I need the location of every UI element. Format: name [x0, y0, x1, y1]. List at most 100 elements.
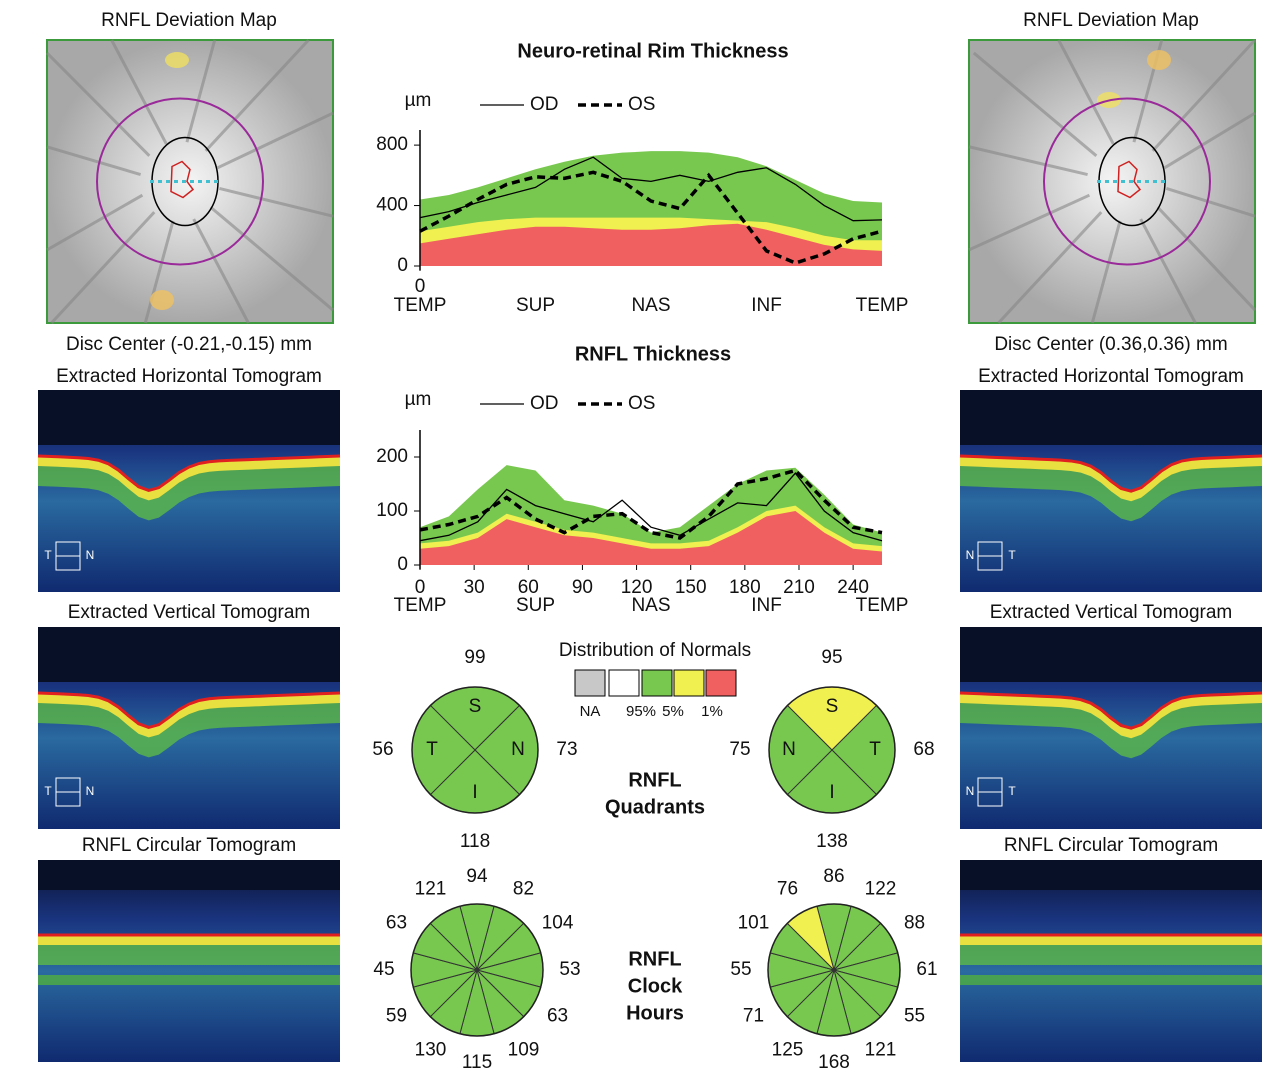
orientation-label: T [44, 548, 52, 562]
orientation-label: N [966, 548, 975, 562]
panel-title: RNFL Deviation Map [101, 10, 277, 31]
panel-title: RNFL Circular Tomogram [82, 835, 296, 856]
panel-title: RNFL Deviation Map [1023, 10, 1199, 31]
y-tick-label: 100 [376, 500, 408, 521]
panel-title: RNFL Circular Tomogram [1004, 835, 1218, 856]
quadrant-title: RNFL [628, 769, 681, 791]
sector-value: 125 [772, 1040, 804, 1061]
x-tick-label: 0 [415, 276, 426, 297]
sector-value: 55 [730, 959, 751, 980]
tomogram [38, 627, 340, 829]
x-region-label: TEMP [856, 595, 909, 616]
sector-value: 75 [729, 739, 750, 760]
tomogram [960, 390, 1262, 592]
normal-swatch [674, 670, 704, 696]
sector-label: S [826, 696, 839, 717]
orientation-label: N [86, 784, 95, 798]
tomogram-top [38, 390, 340, 445]
sector-value: 109 [508, 1040, 540, 1061]
legend-label: OD [530, 393, 559, 414]
sector-value: 59 [386, 1006, 407, 1027]
sector-value: 101 [738, 913, 770, 934]
sector-value: 56 [372, 739, 393, 760]
chart-title: Neuro-retinal Rim Thickness [517, 40, 788, 62]
deviation-spot [1147, 50, 1171, 70]
sector-value: 68 [913, 739, 934, 760]
sector-value: 94 [466, 866, 488, 887]
y-tick-label: 0 [397, 554, 408, 575]
x-tick-label: 90 [572, 577, 593, 598]
sector-value: 121 [415, 878, 447, 899]
sector-value: 138 [816, 831, 848, 852]
sector-value: 88 [904, 913, 925, 934]
x-region-label: SUP [516, 295, 555, 316]
sector-value: 115 [462, 1052, 492, 1073]
y-tick-label: 400 [376, 195, 408, 216]
y-axis-label: µm [405, 389, 432, 410]
legend-label: OS [628, 94, 655, 115]
sector-value: 53 [559, 959, 580, 980]
tomogram-top [960, 860, 1262, 890]
x-region-label: TEMP [394, 295, 447, 316]
y-axis-label: µm [405, 90, 432, 111]
tomogram [960, 860, 1262, 1062]
normal-swatch [575, 670, 605, 696]
tomogram-top [38, 627, 340, 682]
clock-title: Hours [626, 1002, 684, 1024]
orientation-label: N [86, 548, 95, 562]
sector-label: T [869, 739, 881, 760]
tomogram-top [960, 627, 1262, 682]
x-region-label: NAS [631, 595, 670, 616]
sector-label: N [782, 739, 796, 760]
normal-label: 1% [701, 703, 723, 720]
x-region-label: INF [751, 295, 782, 316]
fundus-image [969, 40, 1255, 323]
sector-value: 71 [743, 1006, 764, 1027]
chart-title: RNFL Thickness [575, 343, 731, 365]
x-region-label: INF [751, 595, 782, 616]
sector-value: 63 [547, 1006, 568, 1027]
sector-value: 82 [513, 878, 534, 899]
x-region-label: SUP [516, 595, 555, 616]
panel-title: Extracted Vertical Tomogram [68, 602, 311, 623]
sector-label: N [511, 739, 525, 760]
normal-swatch [642, 670, 672, 696]
normal-label: 95% [626, 703, 656, 720]
sector-value: 76 [777, 878, 798, 899]
sector-value: 73 [556, 739, 577, 760]
deviation-map [969, 40, 1255, 323]
sector-value: 95 [821, 647, 842, 668]
sector-value: 63 [386, 913, 407, 934]
deviation-spot [150, 290, 174, 310]
orientation-label: N [966, 784, 975, 798]
sector-value: 86 [823, 866, 844, 887]
tomogram [38, 390, 340, 592]
x-tick-label: 30 [464, 577, 485, 598]
sector-value: 45 [373, 959, 394, 980]
y-tick-label: 0 [397, 255, 408, 276]
x-region-label: TEMP [394, 595, 447, 616]
sector-label: I [829, 782, 834, 803]
y-tick-label: 200 [376, 446, 408, 467]
panel-title: Extracted Horizontal Tomogram [978, 366, 1244, 387]
x-tick-label: 210 [783, 577, 815, 598]
sector-label: I [472, 782, 477, 803]
sector-value: 104 [542, 913, 574, 934]
sector-value: 118 [460, 831, 490, 852]
x-region-label: NAS [631, 295, 670, 316]
disc-center: Disc Center (0.36,0.36) mm [994, 334, 1227, 355]
tomogram [38, 860, 340, 1062]
disc-center: Disc Center (-0.21,-0.15) mm [66, 334, 312, 355]
sector-label: T [426, 739, 438, 760]
sector-value: 61 [916, 959, 937, 980]
normal-label: NA [580, 703, 601, 720]
oct-report: RNFL Deviation Map Disc Center (-0.21,-0.… [0, 0, 1269, 1075]
x-tick-label: 150 [675, 577, 707, 598]
panel-title: Extracted Vertical Tomogram [990, 602, 1233, 623]
normal-swatch [706, 670, 736, 696]
sector-value: 130 [415, 1040, 447, 1061]
clock-title: RNFL [628, 948, 681, 970]
sector-value: 99 [464, 647, 485, 668]
clock-title: Clock [628, 975, 683, 997]
quadrant-title: Quadrants [605, 796, 705, 818]
